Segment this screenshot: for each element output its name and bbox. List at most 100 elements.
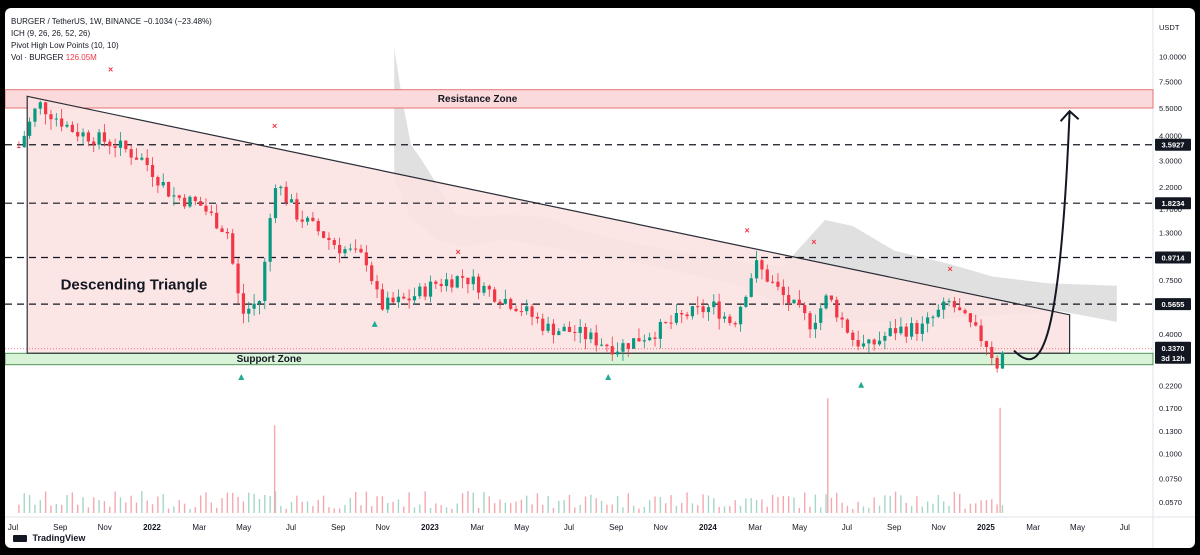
candle-body[interactable] (642, 340, 646, 342)
candle-body[interactable] (27, 121, 32, 136)
candle-body[interactable] (450, 279, 454, 288)
candle-body[interactable] (220, 228, 224, 232)
candle-body[interactable] (589, 332, 593, 340)
candle-body[interactable] (402, 296, 406, 299)
candle-body[interactable] (17, 146, 21, 148)
candle-body[interactable] (188, 196, 192, 207)
candle-body[interactable] (883, 335, 887, 341)
candle-body[interactable] (444, 279, 449, 287)
candle-body[interactable] (615, 351, 620, 355)
candle-body[interactable] (108, 141, 112, 147)
candle-body[interactable] (626, 343, 630, 349)
candle-body[interactable] (765, 269, 769, 282)
candle-body[interactable] (102, 132, 107, 142)
candle-body[interactable] (231, 233, 235, 264)
candle-body[interactable] (904, 326, 908, 337)
candle-body[interactable] (434, 281, 438, 284)
candle-body[interactable] (279, 186, 283, 189)
candle-body[interactable] (653, 337, 657, 339)
candle-body[interactable] (557, 331, 561, 336)
candle-body[interactable] (685, 314, 689, 317)
candle-body[interactable] (995, 358, 999, 369)
candle-body[interactable] (888, 328, 892, 336)
candle-body[interactable] (423, 286, 427, 297)
candle-body[interactable] (460, 276, 465, 278)
indicator-ichimoku[interactable]: ICH (9, 26, 26, 52, 26) (11, 29, 91, 38)
candle-body[interactable] (690, 306, 695, 317)
resistance-zone[interactable] (5, 89, 1154, 109)
candle-body[interactable] (909, 323, 914, 337)
candle-body[interactable] (263, 261, 267, 302)
candle-body[interactable] (300, 219, 304, 222)
candle-body[interactable] (38, 102, 42, 109)
candle-body[interactable] (632, 338, 636, 349)
candle-body[interactable] (215, 212, 219, 229)
candle-body[interactable] (1000, 352, 1005, 369)
candle-body[interactable] (648, 337, 652, 341)
candle-body[interactable] (915, 323, 919, 334)
candle-body[interactable] (439, 283, 443, 287)
candle-body[interactable] (199, 201, 203, 206)
candle-body[interactable] (161, 182, 165, 186)
candle-body[interactable] (428, 281, 433, 297)
candle-body[interactable] (241, 293, 246, 314)
candle-body[interactable] (519, 311, 523, 313)
candle-body[interactable] (354, 248, 358, 250)
candle-body[interactable] (664, 321, 668, 323)
candle-body[interactable] (225, 231, 229, 234)
projection-curve[interactable] (1013, 111, 1071, 361)
candle-body[interactable] (412, 296, 417, 301)
candle-body[interactable] (338, 244, 342, 254)
candle-body[interactable] (947, 301, 951, 303)
candle-body[interactable] (247, 308, 251, 314)
candle-body[interactable] (610, 346, 614, 355)
candle-body[interactable] (872, 339, 876, 345)
candle-body[interactable] (808, 313, 812, 330)
candle-body[interactable] (893, 328, 898, 334)
candle-body[interactable] (493, 289, 497, 302)
candle-body[interactable] (81, 132, 85, 137)
candle-body[interactable] (551, 323, 556, 336)
candle-body[interactable] (49, 114, 53, 120)
candle-body[interactable] (594, 332, 598, 346)
candle-body[interactable] (583, 326, 588, 340)
candle-body[interactable] (899, 326, 903, 334)
price-chart[interactable]: × × × × × × Resistance Zone Support Zone Descend… (5, 8, 1195, 548)
candle-body[interactable] (701, 306, 705, 313)
candle-body[interactable] (760, 260, 764, 270)
candle-body[interactable] (952, 301, 956, 308)
candle-body[interactable] (343, 249, 347, 254)
candle-body[interactable] (503, 298, 507, 304)
candle-body[interactable] (295, 199, 299, 220)
candle-body[interactable] (813, 322, 817, 330)
candle-body[interactable] (669, 322, 673, 324)
candle-body[interactable] (311, 217, 315, 221)
candle-body[interactable] (535, 316, 540, 319)
candle-body[interactable] (76, 131, 80, 137)
candle-body[interactable] (327, 237, 331, 241)
support-zone[interactable] (5, 352, 1154, 366)
candle-body[interactable] (92, 141, 96, 145)
candle-body[interactable] (771, 281, 775, 283)
descending-triangle[interactable] (26, 95, 1071, 354)
candle-body[interactable] (706, 307, 711, 313)
candle-body[interactable] (674, 312, 678, 323)
indicator-pivots[interactable]: Pivot High Low Points (10, 10) (11, 41, 119, 50)
candle-body[interactable] (819, 308, 823, 323)
candle-body[interactable] (145, 157, 149, 165)
candle-body[interactable] (54, 118, 58, 120)
candle-body[interactable] (728, 316, 732, 323)
symbol-label[interactable]: BURGER / TetherUS, 1W, BINANCE (11, 17, 142, 26)
candle-body[interactable] (44, 102, 48, 115)
candle-body[interactable] (824, 295, 828, 309)
candle-body[interactable] (471, 276, 475, 285)
candle-body[interactable] (509, 298, 513, 309)
candle-body[interactable] (172, 195, 176, 197)
candle-body[interactable] (920, 323, 924, 334)
candle-body[interactable] (477, 276, 481, 293)
candle-body[interactable] (257, 301, 262, 304)
candle-body[interactable] (118, 140, 123, 148)
candle-body[interactable] (803, 305, 807, 314)
candle-body[interactable] (482, 285, 486, 293)
candle-body[interactable] (658, 321, 662, 339)
